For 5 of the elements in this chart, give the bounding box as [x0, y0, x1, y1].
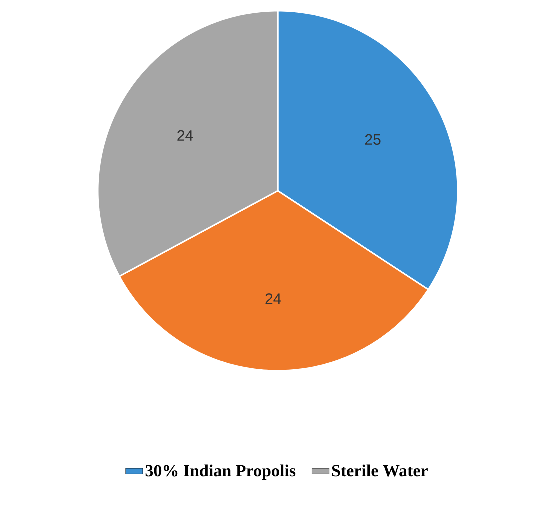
legend-label: Sterile Water — [332, 464, 428, 477]
legend-label: 30% Indian Propolis — [146, 464, 296, 480]
data-label: 24 — [178, 130, 194, 141]
data-label: 24 — [266, 294, 282, 304]
data-label: 25 — [365, 134, 381, 146]
